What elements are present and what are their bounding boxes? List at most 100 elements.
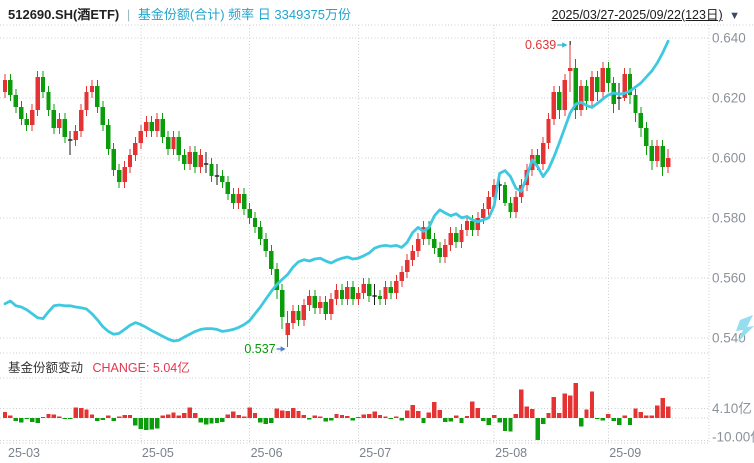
chevron-down-icon[interactable]: ▼ bbox=[729, 10, 740, 22]
change-bar bbox=[154, 417, 160, 429]
candle-body bbox=[470, 221, 475, 230]
change-bar bbox=[649, 415, 654, 418]
price-tick-label: 0.640 bbox=[712, 31, 746, 46]
change-bar bbox=[40, 416, 46, 418]
candle-body bbox=[655, 146, 660, 161]
candle-body bbox=[589, 77, 595, 101]
candle-body bbox=[100, 107, 106, 125]
change-tick-label: 4.10亿 bbox=[712, 401, 752, 416]
change-bar bbox=[410, 404, 415, 418]
change-bar bbox=[182, 413, 187, 418]
change-bar bbox=[171, 412, 176, 418]
shares-total-line bbox=[3, 39, 670, 343]
change-bar bbox=[95, 417, 100, 422]
candle-body bbox=[263, 239, 269, 251]
change-bar bbox=[122, 415, 127, 418]
change-bar bbox=[491, 414, 497, 418]
candle-body bbox=[481, 209, 486, 218]
candle-body bbox=[562, 80, 568, 110]
candle-body bbox=[453, 233, 459, 242]
candle-body bbox=[133, 143, 138, 155]
change-bar bbox=[57, 416, 62, 418]
candle-body bbox=[225, 182, 231, 194]
candle-body bbox=[443, 245, 448, 257]
x-axis-label: 25-09 bbox=[609, 446, 641, 460]
candle-body bbox=[220, 176, 225, 182]
candle-body bbox=[84, 92, 89, 110]
change-bar bbox=[578, 417, 584, 427]
change-bar bbox=[519, 389, 524, 418]
change-bar bbox=[426, 412, 432, 418]
change-bar bbox=[475, 407, 481, 418]
change-bar bbox=[111, 417, 116, 422]
candle-body bbox=[182, 155, 187, 164]
date-range-text[interactable]: 2025/03/27-2025/09/22(123日) bbox=[551, 8, 723, 22]
change-bar bbox=[187, 407, 192, 418]
candle-body bbox=[236, 194, 241, 203]
candle-body bbox=[106, 125, 111, 149]
chart-header: 512690.SH(酒ETF) | 基金份额(合计) 频率 日 3349375万… bbox=[8, 4, 351, 23]
change-bar bbox=[540, 417, 546, 424]
price-tick-label: 0.580 bbox=[712, 211, 746, 226]
change-tick-label: -10.00亿 bbox=[712, 430, 754, 445]
candle-body bbox=[176, 137, 182, 155]
change-bar bbox=[328, 417, 334, 421]
candle-body bbox=[356, 293, 361, 299]
candle-body bbox=[421, 227, 426, 239]
change-bar bbox=[252, 412, 258, 418]
candle-body bbox=[595, 77, 600, 92]
change-bar bbox=[361, 414, 366, 418]
change-bar bbox=[502, 417, 508, 431]
price-tick-label: 0.620 bbox=[712, 91, 746, 106]
candle-body bbox=[649, 146, 654, 161]
candle-body bbox=[231, 194, 236, 203]
candle-body bbox=[127, 155, 133, 167]
candles-group bbox=[2, 41, 671, 347]
candle-body bbox=[46, 92, 51, 110]
change-bar bbox=[290, 407, 296, 418]
watermark-icon bbox=[736, 315, 754, 342]
candle-body bbox=[323, 302, 328, 314]
low-annotation-label: 0.537 bbox=[244, 342, 275, 356]
candle-body bbox=[404, 260, 410, 272]
candle-body bbox=[19, 107, 24, 119]
change-bar bbox=[535, 417, 540, 440]
change-bar bbox=[106, 415, 111, 418]
candle-body bbox=[122, 167, 127, 182]
change-bar bbox=[568, 395, 573, 418]
change-bar bbox=[437, 409, 442, 418]
candle-body bbox=[78, 110, 84, 131]
candle-body bbox=[285, 323, 290, 335]
change-bar bbox=[19, 417, 24, 423]
change-bar bbox=[638, 412, 644, 418]
candle-body bbox=[627, 74, 633, 95]
change-bar bbox=[198, 417, 203, 423]
change-bar bbox=[35, 417, 40, 424]
candle-body bbox=[89, 86, 95, 92]
candle-body bbox=[388, 287, 394, 293]
change-bar bbox=[323, 417, 328, 422]
change-bar bbox=[616, 417, 622, 425]
date-range-selector[interactable]: 2025/03/27-2025/09/22(123日) ▼ bbox=[552, 4, 740, 23]
change-bar bbox=[285, 411, 290, 418]
change-bar bbox=[600, 417, 606, 421]
candle-body bbox=[606, 68, 611, 83]
candle-body bbox=[312, 296, 317, 308]
candle-body bbox=[198, 155, 203, 167]
change-bar bbox=[241, 416, 247, 418]
change-bar bbox=[372, 411, 377, 418]
high-annotation-label: 0.639 bbox=[525, 38, 556, 52]
price-tick-label: 0.600 bbox=[712, 151, 746, 166]
change-bar bbox=[660, 397, 665, 418]
change-bar bbox=[209, 417, 214, 424]
change-bar bbox=[606, 414, 611, 418]
share-change-bars bbox=[2, 382, 671, 440]
change-bar bbox=[633, 408, 638, 418]
candle-body bbox=[40, 77, 46, 92]
candle-body bbox=[633, 95, 638, 113]
candle-body bbox=[622, 74, 627, 98]
candle-body bbox=[2, 80, 8, 92]
candle-body bbox=[410, 251, 415, 260]
candle-body bbox=[13, 95, 19, 107]
